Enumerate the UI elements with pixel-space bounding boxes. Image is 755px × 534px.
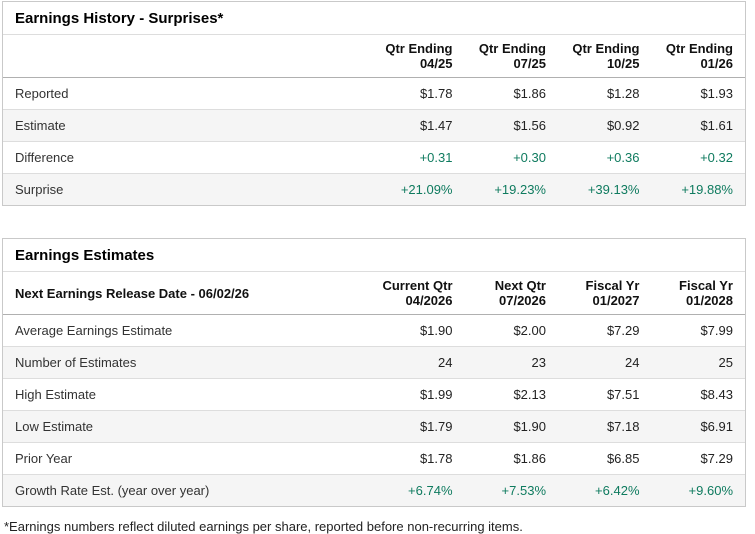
row-label: Surprise (15, 182, 64, 197)
cell-value: $0.92 (606, 118, 640, 133)
cell-value: +39.13% (587, 182, 640, 197)
table-row-reported: Reported $1.78 $1.86 $1.28 $1.93 (3, 78, 745, 110)
cell-value: $2.00 (513, 323, 546, 338)
table-row-prior-year: Prior Year $1.78 $1.86 $6.85 $7.29 (3, 443, 745, 475)
column-header-line2: 01/2027 (592, 293, 640, 308)
cell-value: $1.56 (513, 118, 546, 133)
cell-value: $1.47 (419, 118, 453, 133)
column-header: Qtr Ending 01/26 (652, 35, 746, 78)
table-row-estimate: Estimate $1.47 $1.56 $0.92 $1.61 (3, 109, 745, 142)
cell-value: $1.79 (419, 419, 453, 434)
table-row-growth-rate-est: Growth Rate Est. (year over year) +6.74%… (3, 474, 745, 506)
column-header-row: Next Earnings Release Date - 06/02/26 Cu… (3, 272, 745, 315)
row-label: High Estimate (15, 387, 96, 402)
column-header-line1: Qtr Ending (665, 41, 733, 56)
cell-value: +6.42% (595, 483, 640, 498)
table-row-number-of-estimates: Number of Estimates 24 23 24 25 (3, 346, 745, 379)
column-header-line2: 04/25 (419, 56, 453, 71)
table-row-difference: Difference +0.31 +0.30 +0.36 +0.32 (3, 142, 745, 174)
cell-value: +7.53% (501, 483, 546, 498)
column-header: Fiscal Yr 01/2028 (652, 272, 746, 315)
column-header-line2: 01/26 (700, 56, 733, 71)
table-row-surprise: Surprise +21.09% +19.23% +39.13% +19.88% (3, 173, 745, 205)
cell-value: $7.29 (606, 323, 640, 338)
column-header-line1: Fiscal Yr (679, 278, 733, 293)
cell-value: $1.78 (419, 86, 453, 101)
cell-value: 23 (531, 355, 546, 370)
cell-value: $6.91 (700, 419, 733, 434)
cell-value: +6.74% (408, 483, 453, 498)
column-header: Qtr Ending 04/25 (371, 35, 465, 78)
row-label: Number of Estimates (15, 355, 137, 370)
row-label: Difference (15, 150, 75, 165)
earnings-estimates-table: Earnings Estimates Next Earnings Release… (2, 238, 746, 507)
cell-value: 24 (438, 355, 453, 370)
column-header-line1: Qtr Ending (478, 41, 546, 56)
row-label: Estimate (15, 118, 66, 133)
cell-value: 25 (718, 355, 733, 370)
cell-value: $1.90 (419, 323, 453, 338)
cell-value: 24 (625, 355, 640, 370)
column-header-line2: 07/2026 (499, 293, 546, 308)
cell-value: $7.18 (606, 419, 640, 434)
cell-value: +0.36 (606, 150, 640, 165)
cell-value: $1.78 (419, 451, 453, 466)
column-header: Qtr Ending 10/25 (558, 35, 652, 78)
cell-value: $7.99 (700, 323, 733, 338)
column-header: Current Qtr 04/2026 (371, 272, 465, 315)
cell-value: +0.30 (513, 150, 546, 165)
row-label: Prior Year (15, 451, 73, 466)
column-header-line2: 10/25 (606, 56, 640, 71)
cell-value: $1.86 (513, 451, 546, 466)
row-label: Low Estimate (15, 419, 94, 434)
earnings-estimates-title: Earnings Estimates (3, 239, 745, 272)
cell-value: +9.60% (688, 483, 733, 498)
cell-value: $8.43 (700, 387, 733, 402)
column-header-line1: Current Qtr (382, 278, 453, 293)
cell-value: $1.28 (606, 86, 640, 101)
cell-value: $7.29 (700, 451, 733, 466)
cell-value: $1.61 (700, 118, 733, 133)
cell-value: $2.13 (513, 387, 546, 402)
table-row-average-earnings-estimate: Average Earnings Estimate $1.90 $2.00 $7… (3, 315, 745, 347)
cell-value: +21.09% (400, 182, 453, 197)
cell-value: +0.32 (700, 150, 733, 165)
row-label: Reported (15, 86, 69, 101)
column-header-line2: 04/2026 (405, 293, 453, 308)
column-header-row: Qtr Ending 04/25 Qtr Ending 07/25 Qtr En… (3, 35, 745, 78)
column-header-line2: 07/25 (513, 56, 546, 71)
cell-value: $1.93 (700, 86, 733, 101)
cell-value: +19.23% (494, 182, 546, 197)
empty-header-cell (3, 35, 371, 78)
cell-value: $1.86 (513, 86, 546, 101)
column-header-line1: Next Qtr (494, 278, 546, 293)
cell-value: $7.51 (606, 387, 640, 402)
cell-value: $6.85 (606, 451, 640, 466)
column-header: Qtr Ending 07/25 (465, 35, 559, 78)
column-header-line1: Qtr Ending (572, 41, 640, 56)
column-header: Next Qtr 07/2026 (465, 272, 559, 315)
column-header-line1: Qtr Ending (385, 41, 453, 56)
column-header: Fiscal Yr 01/2027 (558, 272, 652, 315)
table-row-low-estimate: Low Estimate $1.79 $1.90 $7.18 $6.91 (3, 410, 745, 443)
earnings-estimates-grid: Next Earnings Release Date - 06/02/26 Cu… (3, 272, 745, 506)
row-label: Growth Rate Est. (year over year) (15, 483, 210, 498)
column-header-line1: Fiscal Yr (585, 278, 640, 293)
earnings-history-table: Earnings History - Surprises* Qtr Ending… (2, 1, 746, 206)
earnings-footnote: *Earnings numbers reflect diluted earnin… (4, 519, 523, 534)
cell-value: +0.31 (419, 150, 453, 165)
row-label: Average Earnings Estimate (15, 323, 173, 338)
column-header-line2: 01/2028 (686, 293, 733, 308)
earnings-history-grid: Qtr Ending 04/25 Qtr Ending 07/25 Qtr En… (3, 35, 745, 205)
cell-value: $1.90 (513, 419, 546, 434)
earnings-history-title: Earnings History - Surprises* (3, 2, 745, 35)
table-row-high-estimate: High Estimate $1.99 $2.13 $7.51 $8.43 (3, 379, 745, 411)
next-earnings-release-date: Next Earnings Release Date - 06/02/26 (15, 285, 250, 301)
cell-value: +19.88% (681, 182, 733, 197)
cell-value: $1.99 (419, 387, 453, 402)
